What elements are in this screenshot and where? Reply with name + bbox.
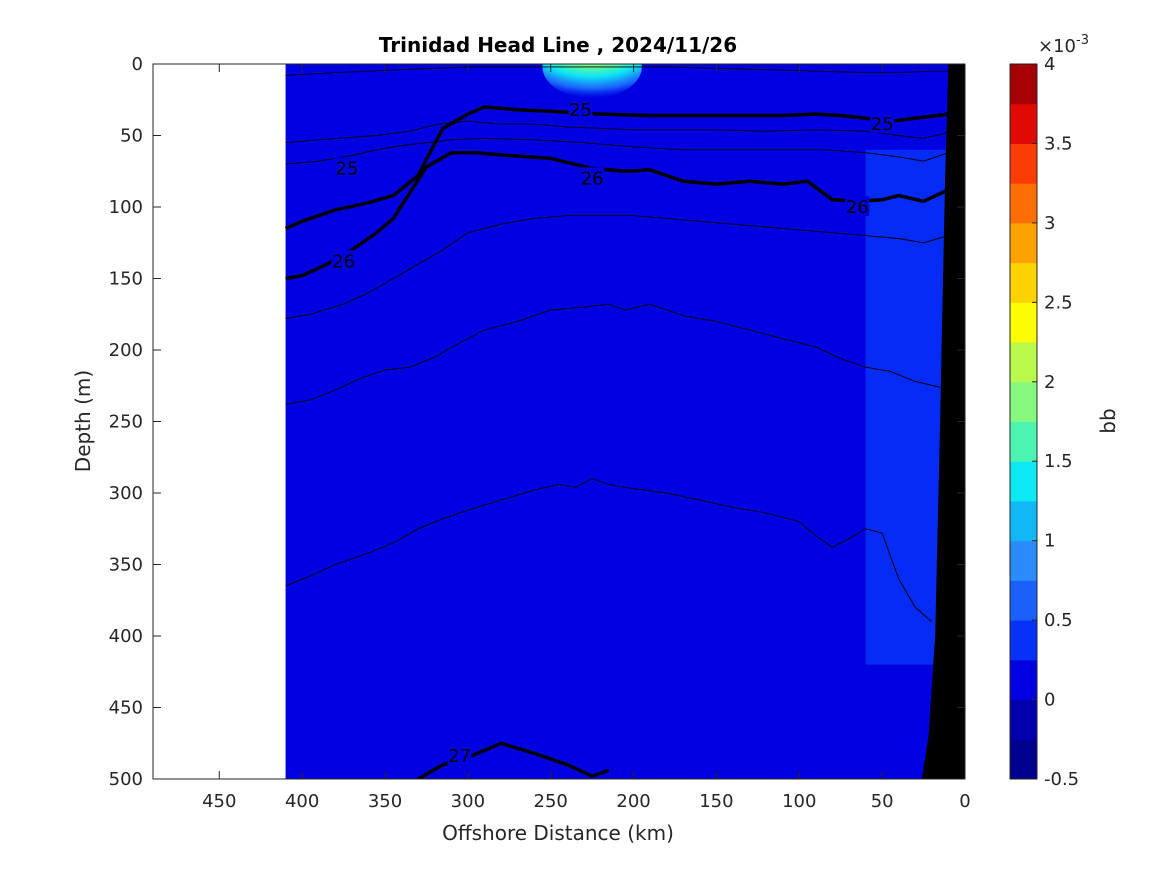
colorbar-segment (1010, 421, 1037, 462)
x-tick-label: 0 (959, 791, 970, 812)
thin-contour-line (285, 478, 933, 623)
colorbar-tick-label: 2.5 (1044, 292, 1073, 313)
y-tick-label: 0 (132, 54, 143, 75)
colorbar-label: bb (1096, 408, 1120, 433)
contour-label-bg (870, 113, 895, 134)
contour-label: 25 (871, 114, 894, 135)
colorbar-frame (1009, 63, 1038, 780)
x-tick-label: 50 (871, 791, 894, 812)
field-layer (285, 64, 965, 779)
colorbar-segment (1010, 739, 1037, 780)
contour-labels: 25 25 25 26 26 26 27 (331, 98, 895, 767)
colorbar-segment (1010, 64, 1037, 105)
colorbar-tick-label: -0.5 (1044, 769, 1079, 790)
colorbar-tick-label: 0.5 (1044, 610, 1073, 631)
contour-label: 25 (335, 158, 358, 179)
y-axis-ticks: 0 50 100 150 200 250 300 350 400 450 500 (109, 54, 965, 790)
contour-label: 27 (448, 746, 471, 767)
colorbar-segment (1010, 381, 1037, 422)
contour-label: 26 (846, 197, 869, 218)
colorbar-segment (1010, 620, 1037, 661)
y-tick-label: 500 (109, 769, 143, 790)
x-tick-label: 450 (202, 791, 236, 812)
thin-contours (285, 66, 949, 623)
colorbar-tick-label: 4 (1044, 54, 1055, 75)
contour-label-bg (568, 98, 593, 119)
contour-label: 26 (581, 168, 604, 189)
colorbar-segment (1010, 540, 1037, 581)
colorbar-segment (1010, 222, 1037, 264)
colorbar-segment (1010, 103, 1037, 144)
contour-label-bg (447, 745, 472, 766)
bathymetry (921, 64, 965, 779)
colorbar-multiplier: ×10-3 (1038, 33, 1089, 57)
sigma-contour-27 (417, 741, 610, 779)
colorbar-segment (1010, 500, 1037, 542)
contour-label-bg (334, 157, 359, 178)
x-tick-label: 400 (285, 791, 319, 812)
bathymetry-shelf (921, 64, 965, 779)
colorbar-tick-label: 3 (1044, 213, 1055, 234)
colorbar-segment (1010, 302, 1037, 343)
x-tick-label: 150 (699, 791, 733, 812)
field-background (285, 64, 965, 779)
contour-label-bg (331, 250, 356, 271)
chart-title: Trinidad Head Line , 2024/11/26 (379, 33, 737, 57)
y-tick-label: 350 (109, 555, 143, 576)
colorbar-segment (1010, 143, 1037, 184)
thin-contour-line (285, 215, 949, 319)
y-tick-label: 200 (109, 340, 143, 361)
colorbar-tick-label: 2 (1044, 372, 1055, 393)
colorbar-segment (1010, 580, 1037, 621)
field-surface-core (542, 64, 642, 99)
y-tick-label: 450 (109, 698, 143, 719)
colorbar-segment (1010, 699, 1037, 740)
contour-label: 25 (569, 100, 592, 121)
colorbar-segment (1010, 262, 1037, 303)
colorbar-segment (1010, 461, 1037, 502)
contour-label-bg (845, 196, 870, 216)
colorbar-ticks: -0.5 0 0.5 1 1.5 2 2.5 3 3.5 4 (1032, 54, 1079, 790)
thin-contour-line (285, 120, 949, 144)
y-axis-label: Depth (m) (71, 370, 95, 472)
colorbar-segment (1010, 183, 1037, 224)
thin-contour-line (285, 303, 941, 405)
thin-contour-line (285, 137, 949, 165)
colorbar-tick-label: 1.5 (1044, 451, 1073, 472)
y-tick-label: 300 (109, 483, 143, 504)
colorbar (1010, 64, 1037, 780)
y-tick-label: 250 (109, 412, 143, 433)
colorbar-tick-label: 0 (1044, 690, 1055, 711)
colorbar-segment (1010, 342, 1037, 383)
colorbar-tick-label: 3.5 (1044, 133, 1073, 154)
contour-label: 26 (332, 251, 355, 272)
x-tick-label: 200 (616, 791, 650, 812)
x-tick-label: 350 (368, 791, 402, 812)
y-tick-label: 50 (120, 126, 143, 147)
contour-label-bg (580, 167, 605, 188)
thin-contour-line (285, 66, 949, 76)
x-axis-ticks: 450 400 350 300 250 200 150 100 50 0 (202, 64, 971, 812)
y-tick-label: 150 (109, 269, 143, 290)
y-tick-label: 400 (109, 626, 143, 647)
x-axis-label: Offshore Distance (km) (442, 821, 674, 845)
colorbar-segment (1010, 659, 1037, 701)
x-tick-label: 300 (451, 791, 485, 812)
colorbar-tick-label: 1 (1044, 531, 1055, 552)
x-tick-label: 100 (782, 791, 816, 812)
y-tick-label: 100 (109, 197, 143, 218)
x-tick-label: 250 (534, 791, 568, 812)
